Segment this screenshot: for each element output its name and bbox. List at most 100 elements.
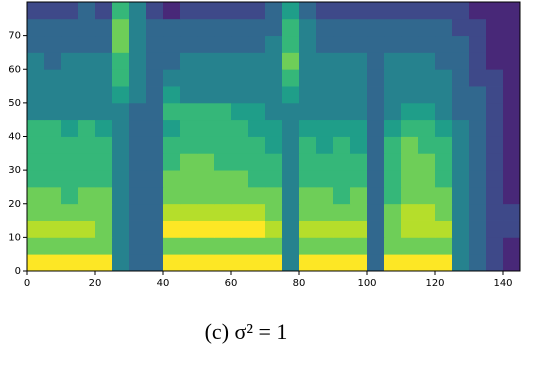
- heatmap-cell: [469, 237, 487, 255]
- heatmap-cell: [197, 69, 215, 87]
- heatmap-cell: [163, 170, 181, 188]
- heatmap-cell: [503, 203, 521, 221]
- heatmap-cell: [265, 203, 283, 221]
- heatmap-cell: [435, 2, 453, 20]
- heatmap-cell: [350, 220, 368, 238]
- heatmap-cell: [163, 69, 181, 87]
- heatmap-cell: [299, 69, 317, 87]
- heatmap-cell: [27, 52, 45, 70]
- heatmap-cell: [231, 220, 249, 238]
- heatmap-cell: [299, 170, 317, 188]
- heatmap-cell: [112, 170, 130, 188]
- heatmap-cell: [214, 2, 232, 20]
- heatmap-cell: [248, 119, 266, 137]
- heatmap-cell: [27, 170, 45, 188]
- heatmap-cell: [197, 35, 215, 53]
- heatmap-cell: [503, 18, 521, 37]
- heatmap-cell: [503, 170, 521, 188]
- heatmap-cell: [146, 18, 164, 37]
- heatmap-cell: [197, 119, 215, 137]
- heatmap-cell: [316, 69, 334, 87]
- heatmap-cell: [367, 136, 385, 154]
- heatmap-cell: [27, 220, 45, 238]
- heatmap-cell: [146, 254, 164, 272]
- heatmap-cell: [282, 220, 300, 238]
- heatmap-cell: [486, 69, 504, 87]
- heatmap-cell: [367, 69, 385, 87]
- heatmap-cell: [231, 203, 249, 221]
- heatmap-cell: [282, 153, 300, 171]
- heatmap-cell: [452, 2, 470, 20]
- heatmap-cell: [112, 119, 130, 137]
- heatmap-cell: [214, 136, 232, 154]
- heatmap-cell: [282, 186, 300, 205]
- y-tick-label: 20: [8, 199, 21, 210]
- heatmap-cell: [469, 18, 487, 37]
- heatmap-cell: [350, 86, 368, 104]
- heatmap-cell: [367, 254, 385, 272]
- heatmap-cell: [486, 102, 504, 121]
- heatmap-cell: [265, 86, 283, 104]
- heatmap-cell: [112, 220, 130, 238]
- heatmap-cell: [367, 220, 385, 238]
- heatmap-cell: [129, 102, 147, 121]
- heatmap-cell: [418, 52, 436, 70]
- heatmap-cell: [129, 86, 147, 104]
- heatmap-cell: [452, 35, 470, 53]
- heatmap-cell: [248, 52, 266, 70]
- heatmap-cell: [435, 18, 453, 37]
- heatmap-cell: [27, 186, 45, 205]
- heatmap-cell: [95, 35, 113, 53]
- heatmap-cell: [197, 170, 215, 188]
- heatmap-cell: [44, 254, 62, 272]
- heatmap-cell: [316, 136, 334, 154]
- heatmap-cell: [27, 254, 45, 272]
- heatmap-cell: [95, 186, 113, 205]
- heatmap-cell: [452, 69, 470, 87]
- heatmap-cell: [418, 2, 436, 20]
- heatmap-cell: [180, 136, 198, 154]
- heatmap-cell: [435, 203, 453, 221]
- heatmap-cell: [163, 220, 181, 238]
- heatmap-cell: [163, 35, 181, 53]
- heatmap-cell: [316, 18, 334, 37]
- heatmap-cell: [384, 52, 402, 70]
- heatmap-cell: [316, 119, 334, 137]
- heatmap-cell: [231, 170, 249, 188]
- heatmap-cell: [95, 2, 113, 20]
- heatmap-cell: [452, 86, 470, 104]
- heatmap-cell: [452, 136, 470, 154]
- heatmap-cell: [435, 237, 453, 255]
- heatmap-cell: [486, 86, 504, 104]
- heatmap-cell: [350, 254, 368, 272]
- heatmap-cell: [401, 52, 419, 70]
- heatmap-cell: [418, 86, 436, 104]
- heatmap-cell: [384, 69, 402, 87]
- heatmap-cell: [78, 69, 96, 87]
- heatmap-cell: [418, 220, 436, 238]
- caption: (c) σ² = 1: [205, 319, 288, 344]
- heatmap-cell: [452, 237, 470, 255]
- heatmap-cell: [214, 69, 232, 87]
- heatmap-cell: [401, 86, 419, 104]
- heatmap-cell: [214, 102, 232, 121]
- heatmap-cell: [248, 254, 266, 272]
- heatmap-cell: [180, 18, 198, 37]
- heatmap-cell: [350, 203, 368, 221]
- heatmap-cell: [265, 52, 283, 70]
- heatmap-cell: [486, 18, 504, 37]
- heatmap-cell: [435, 220, 453, 238]
- heatmap-cell: [248, 86, 266, 104]
- heatmap-cell: [248, 2, 266, 20]
- y-tick-label: 30: [8, 165, 21, 176]
- heatmap-cell: [418, 35, 436, 53]
- heatmap-cell: [350, 52, 368, 70]
- heatmap-cell: [401, 254, 419, 272]
- heatmap-cell: [486, 220, 504, 238]
- heatmap-cell: [248, 170, 266, 188]
- heatmap-cell: [316, 203, 334, 221]
- heatmap-cell: [401, 119, 419, 137]
- heatmap-cell: [146, 153, 164, 171]
- heatmap-cell: [180, 86, 198, 104]
- heatmap-cell: [333, 186, 351, 205]
